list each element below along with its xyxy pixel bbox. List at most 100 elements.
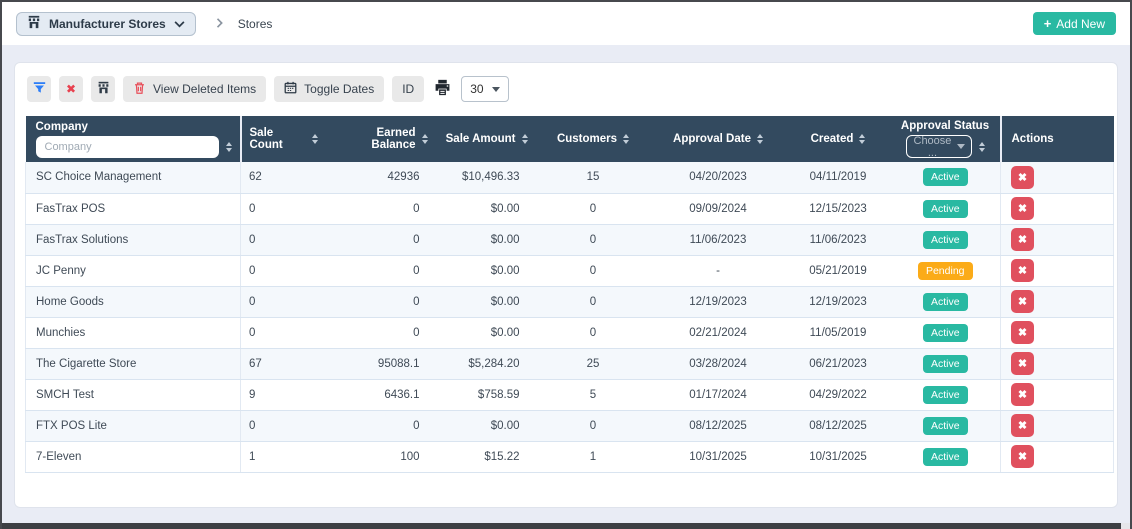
- customers-cell: 15: [535, 162, 651, 194]
- x-icon: ✖: [1017, 420, 1028, 432]
- id-toggle-button[interactable]: ID: [392, 76, 425, 102]
- sale-amount-cell: $5,284.20: [435, 348, 536, 380]
- customers-cell: 0: [535, 317, 651, 349]
- sale-count-cell: 0: [240, 317, 326, 349]
- status-badge: Active: [922, 354, 968, 373]
- status-badge: Active: [922, 199, 968, 218]
- sort-icon[interactable]: [421, 134, 428, 144]
- x-icon: ✖: [1017, 451, 1028, 463]
- clear-filter-button[interactable]: ✖: [59, 76, 83, 102]
- sale-count-cell: 0: [240, 224, 326, 256]
- created-cell: 04/29/2022: [785, 379, 891, 411]
- table-toolbar: ✖ View Deleted Items Toggle Dates: [27, 76, 1107, 102]
- company-column-label: Company: [35, 120, 88, 133]
- sale-amount-cell: $0.00: [435, 286, 536, 318]
- delete-row-button[interactable]: ✖: [1011, 445, 1034, 468]
- view-deleted-items-button[interactable]: View Deleted Items: [123, 76, 267, 102]
- approval-status-column-label: Approval Status: [900, 120, 990, 132]
- actions-cell: ✖: [1000, 224, 1114, 256]
- created-cell: 11/06/2023: [785, 224, 891, 256]
- approval-date-cell: 10/31/2025: [650, 441, 786, 473]
- sale-count-column-label: Sale Count: [249, 127, 283, 151]
- delete-row-button[interactable]: ✖: [1011, 383, 1034, 406]
- print-button[interactable]: [432, 79, 453, 99]
- company-filter-input[interactable]: [35, 135, 219, 158]
- approval-status-filter[interactable]: Choose ...: [905, 134, 972, 159]
- created-cell: 12/15/2023: [785, 193, 891, 225]
- toggle-dates-button[interactable]: Toggle Dates: [274, 76, 385, 102]
- actions-cell: ✖: [1000, 193, 1114, 225]
- delete-row-button[interactable]: ✖: [1011, 259, 1034, 282]
- delete-row-button[interactable]: ✖: [1011, 290, 1034, 313]
- customers-cell: 0: [535, 286, 651, 318]
- created-cell: 06/21/2023: [785, 348, 891, 380]
- earned-balance-cell: 0: [325, 193, 436, 225]
- calendar-icon: [284, 81, 297, 97]
- earned-balance-column-label: Earned Balance: [371, 127, 416, 151]
- stores-button[interactable]: [91, 76, 115, 102]
- created-cell: 11/05/2019: [785, 317, 891, 349]
- x-icon: ✖: [1017, 234, 1028, 246]
- earned-balance-cell: 100: [325, 441, 436, 473]
- breadcrumb-chevron-icon: [216, 15, 224, 33]
- delete-row-button[interactable]: ✖: [1011, 321, 1034, 344]
- sort-icon[interactable]: [756, 134, 763, 144]
- company-cell: Munchies: [25, 317, 241, 349]
- actions-cell: ✖: [1000, 410, 1114, 442]
- delete-row-button[interactable]: ✖: [1011, 197, 1034, 220]
- sort-icon[interactable]: [623, 134, 630, 144]
- sort-icon[interactable]: [978, 141, 985, 152]
- window-bottom-frame: [2, 523, 1130, 529]
- approval-status-cell: Active: [890, 348, 1001, 380]
- filter-icon: [33, 81, 46, 97]
- sale-amount-cell: $0.00: [435, 224, 536, 256]
- approval-date-cell: 11/06/2023: [650, 224, 786, 256]
- company-cell: 7-Eleven: [25, 441, 241, 473]
- sale-amount-cell: $0.00: [435, 193, 536, 225]
- delete-row-button[interactable]: ✖: [1011, 352, 1034, 375]
- sort-icon[interactable]: [225, 141, 232, 152]
- table-row: The Cigarette Store 67 95088.1 $5,284.20…: [25, 348, 1114, 380]
- column-header-sale-count[interactable]: Sale Count: [240, 116, 326, 162]
- column-header-created[interactable]: Created: [785, 116, 891, 162]
- filter-button[interactable]: [27, 76, 51, 102]
- column-header-approval-date[interactable]: Approval Date: [650, 116, 786, 162]
- delete-row-button[interactable]: ✖: [1011, 228, 1034, 251]
- company-cell: FasTrax POS: [25, 193, 241, 225]
- actions-cell: ✖: [1000, 162, 1114, 194]
- approval-status-filter-value: Choose ...: [913, 134, 952, 159]
- x-icon: ✖: [1017, 171, 1028, 184]
- column-header-company: Company: [25, 116, 242, 162]
- status-badge: Pending: [917, 261, 973, 280]
- earned-balance-cell: 0: [325, 410, 436, 442]
- created-cell: 08/12/2025: [785, 410, 891, 442]
- table-header-row: Company Sale Count Earned Balance Sale A…: [25, 116, 1114, 162]
- sale-amount-cell: $10,496.33: [435, 162, 536, 194]
- page-size-select[interactable]: 30: [461, 76, 510, 102]
- status-badge: Active: [922, 416, 968, 435]
- earned-balance-cell: 6436.1: [325, 379, 436, 411]
- sale-amount-cell: $0.00: [435, 317, 536, 349]
- x-icon: ✖: [1017, 358, 1028, 370]
- customers-cell: 0: [535, 255, 651, 287]
- column-header-earned-balance[interactable]: Earned Balance: [325, 116, 436, 162]
- approval-date-cell: 03/28/2024: [650, 348, 786, 380]
- approval-status-cell: Active: [890, 162, 1001, 194]
- context-dropdown[interactable]: Manufacturer Stores: [16, 11, 196, 36]
- sale-count-cell: 0: [240, 255, 326, 287]
- delete-row-button[interactable]: ✖: [1011, 165, 1034, 189]
- sale-count-cell: 1: [240, 441, 326, 473]
- status-badge: Active: [922, 168, 968, 187]
- actions-cell: ✖: [1000, 348, 1114, 380]
- column-header-customers[interactable]: Customers: [535, 116, 651, 162]
- column-header-sale-amount[interactable]: Sale Amount: [435, 116, 536, 162]
- customers-column-label: Customers: [556, 133, 618, 145]
- toggle-dates-label: Toggle Dates: [304, 82, 375, 96]
- x-icon: ✖: [1017, 265, 1028, 277]
- add-new-button[interactable]: + Add New: [1032, 12, 1116, 35]
- sort-icon[interactable]: [521, 134, 528, 144]
- delete-row-button[interactable]: ✖: [1011, 414, 1034, 437]
- sort-icon[interactable]: [859, 134, 866, 144]
- status-badge: Active: [922, 385, 968, 404]
- sort-icon[interactable]: [311, 134, 318, 144]
